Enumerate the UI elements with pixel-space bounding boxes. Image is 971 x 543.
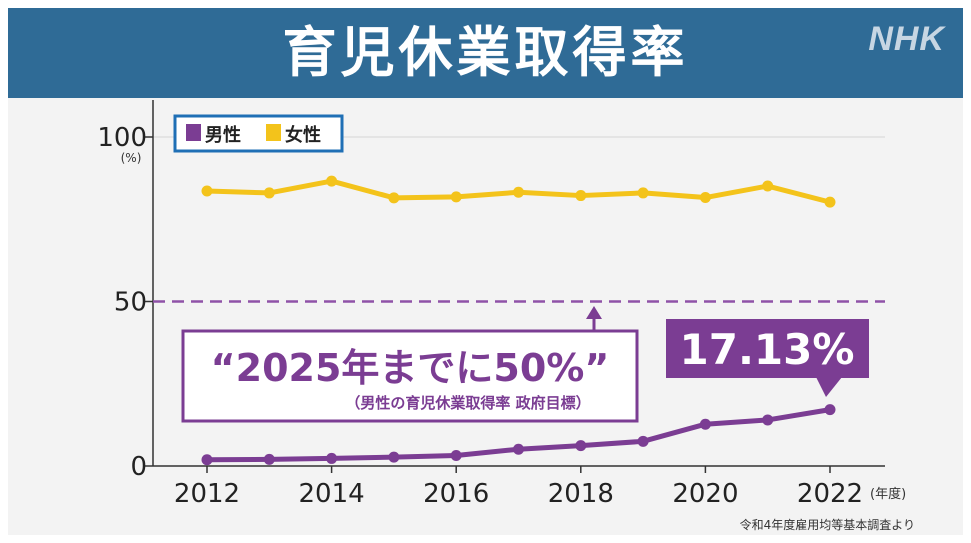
x-tick-label: 2016 <box>423 479 489 509</box>
data-point <box>637 435 649 447</box>
target-annotation-text: “2025年までに50%” <box>211 346 610 390</box>
callout-value: 17.13% <box>680 325 855 374</box>
target-annotation-box <box>181 329 639 423</box>
data-point <box>326 175 338 187</box>
data-point <box>450 191 462 203</box>
legend-box <box>173 114 344 153</box>
data-point <box>326 452 338 464</box>
y-tick-label: 0 <box>130 452 147 482</box>
data-point <box>575 440 587 452</box>
x-tick-label: 2020 <box>672 479 738 509</box>
data-point <box>450 449 462 461</box>
data-point <box>388 192 400 204</box>
target-arrow-head <box>586 306 602 319</box>
x-tick-label: 2018 <box>548 479 614 509</box>
data-point <box>575 190 587 202</box>
y-unit-label: (%) <box>121 151 142 165</box>
legend-label-female: 女性 <box>285 124 321 146</box>
data-point <box>824 404 836 416</box>
legend-swatch-female <box>266 124 281 141</box>
data-point <box>699 192 711 204</box>
data-point <box>263 453 275 465</box>
header-banner: 育児休業取得率 NHK <box>8 8 963 98</box>
callout-box <box>666 319 869 378</box>
y-tick-label: 50 <box>114 288 147 318</box>
data-point <box>201 454 213 466</box>
data-point <box>513 186 524 198</box>
data-point <box>762 180 774 192</box>
data-point <box>263 187 275 199</box>
target-annotation-subtext: （男性の育児休業取得率 政府目標） <box>345 394 590 412</box>
data-point <box>824 196 836 208</box>
x-tick-label: 2022 <box>797 479 863 509</box>
source-note: 令和4年度雇用均等基本調査より <box>740 517 915 532</box>
legend-label-male: 男性 <box>205 124 241 146</box>
data-point <box>513 443 524 455</box>
y-tick-label: 100 <box>97 123 147 153</box>
x-tick-label: 2014 <box>299 479 365 509</box>
page-title: 育児休業取得率 <box>282 21 689 84</box>
data-point <box>762 414 774 426</box>
nhk-logo: NHK <box>868 20 945 58</box>
chart-panel <box>8 98 963 535</box>
x-tick-label: 2012 <box>174 479 240 509</box>
data-point <box>388 451 400 463</box>
legend-swatch-male <box>186 124 201 141</box>
data-point <box>699 418 711 430</box>
callout-pointer <box>816 377 842 397</box>
x-unit-label: (年度) <box>870 486 906 502</box>
data-point <box>637 187 649 199</box>
data-point <box>201 185 213 197</box>
